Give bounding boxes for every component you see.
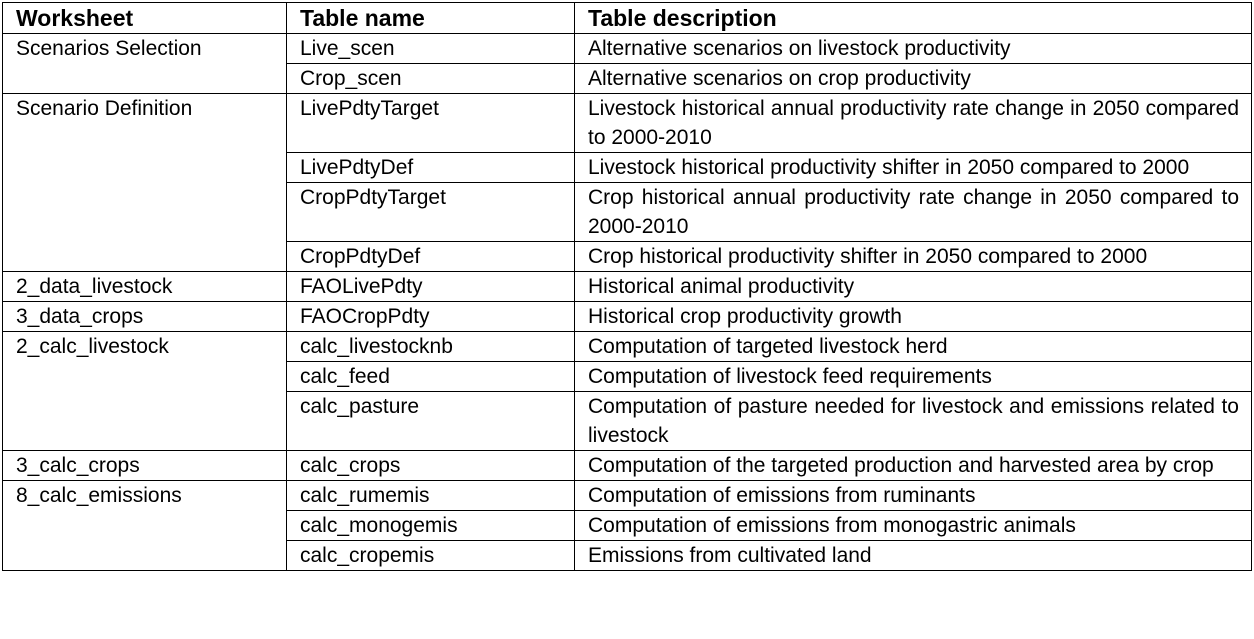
table-name-cell: LivePdtyDef	[286, 152, 575, 183]
table-name-cell: FAOCropPdty	[286, 301, 575, 332]
table-row: calc_cropemis Emissions from cultivated l…	[3, 540, 1252, 571]
table-row: Scenario Definition LivePdtyTarget Livesto…	[2, 93, 1252, 272]
worksheet-cell: 3_calc_crops	[2, 450, 287, 481]
table-row: CropPdtyTarget Crop historical annual pro…	[3, 182, 1252, 242]
worksheet-cell: Scenario Definition	[2, 93, 287, 272]
table-name-cell: calc_pasture	[286, 391, 575, 451]
table-row: 8_calc_emissions calc_rumemis Computation …	[2, 480, 1252, 571]
description-cell: Crop historical annual productivity rate…	[574, 182, 1252, 242]
header-cell: Table description	[574, 2, 1252, 34]
description-cell: Livestock historical annual productivity…	[574, 93, 1252, 153]
header-row: Worksheet Table name Table description	[2, 2, 1252, 34]
description-cell: Livestock historical productivity shifte…	[574, 152, 1252, 183]
description-cell: Emissions from cultivated land	[574, 540, 1252, 571]
table-row: 3_calc_crops calc_crops Computation of the…	[2, 450, 1252, 481]
table-name-cell: FAOLivePdty	[286, 271, 575, 302]
table-name-cell: CropPdtyDef	[286, 241, 575, 272]
table-name-cell: calc_feed	[286, 361, 575, 392]
description-cell: Computation of livestock feed requiremen…	[574, 361, 1252, 392]
worksheet-cell: 8_calc_emissions	[2, 480, 287, 571]
description-cell: Alternative scenarios on livestock produ…	[574, 33, 1252, 64]
worksheet-cell: 2_calc_livestock	[2, 331, 287, 451]
table-row: 2_calc_livestock calc_livestocknb Computat…	[2, 331, 1252, 451]
table-name-cell: Live_scen	[286, 33, 575, 64]
description-cell: Computation of emissions from monogastri…	[574, 510, 1252, 541]
table-row: LivePdtyDef Livestock historical producti…	[3, 152, 1252, 183]
table-name-cell: calc_monogemis	[286, 510, 575, 541]
table-name-cell: Crop_scen	[286, 63, 575, 94]
table-name-cell: LivePdtyTarget	[286, 93, 575, 153]
table-row: CropPdtyDef Crop historical productivity …	[3, 241, 1252, 272]
table-body: Scenarios Selection Live_scen Alternative …	[2, 33, 1252, 571]
table-row: calc_pasture Computation of pasture neede…	[3, 391, 1252, 451]
table-name-cell: calc_livestocknb	[286, 331, 575, 362]
worksheet-table: Worksheet Table name Table description S…	[2, 2, 1252, 571]
table-name-cell: calc_crops	[286, 450, 575, 481]
table-row: 2_data_livestock FAOLivePdty Historical an…	[2, 271, 1252, 302]
table-row: 3_data_crops FAOCropPdty Historical crop p…	[2, 301, 1252, 332]
table-name-cell: calc_cropemis	[286, 540, 575, 571]
worksheet-cell: 2_data_livestock	[2, 271, 287, 302]
description-cell: Computation of the targeted production a…	[574, 450, 1252, 481]
description-cell: Historical animal productivity	[574, 271, 1252, 302]
table-name-cell: calc_rumemis	[286, 480, 575, 511]
header-cell: Table name	[286, 2, 575, 34]
table-name-cell: CropPdtyTarget	[286, 182, 575, 242]
description-cell: Crop historical productivity shifter in …	[574, 241, 1252, 272]
description-cell: Computation of pasture needed for livest…	[574, 391, 1252, 451]
table-row: Crop_scen Alternative scenarios on crop p…	[3, 63, 1252, 94]
description-cell: Historical crop productivity growth	[574, 301, 1252, 332]
worksheet-cell: Scenarios Selection	[2, 33, 287, 94]
header-cell: Worksheet	[2, 2, 287, 34]
table-row: Scenarios Selection Live_scen Alternative …	[2, 33, 1252, 94]
worksheet-cell: 3_data_crops	[2, 301, 287, 332]
description-cell: Alternative scenarios on crop productivi…	[574, 63, 1252, 94]
table-row: calc_monogemis Computation of emissions f…	[3, 510, 1252, 541]
description-cell: Computation of emissions from ruminants	[574, 480, 1252, 511]
description-cell: Computation of targeted livestock herd	[574, 331, 1252, 362]
